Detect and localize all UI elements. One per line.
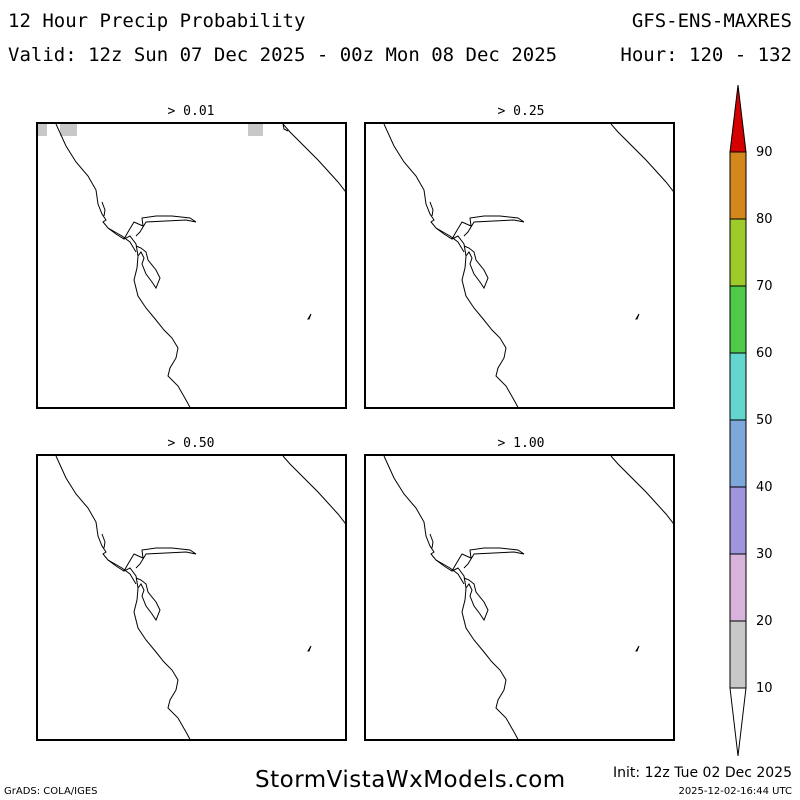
site-brand: StormVistaWxModels.com — [255, 767, 566, 793]
colorbar-segment — [729, 151, 747, 220]
colorbar-label: 80 — [756, 212, 773, 227]
panel-label-050: > 0.50 — [167, 436, 215, 451]
colorbar-label: 60 — [756, 346, 773, 361]
coastline-map — [383, 456, 673, 739]
panel-label-025: > 0.25 — [497, 104, 545, 119]
grads-credit: GrADS: COLA/IGES — [4, 786, 98, 797]
colorbar-top-triangle — [729, 84, 747, 153]
probability-cell — [248, 124, 263, 136]
probability-cell — [60, 124, 77, 136]
colorbar-label: 70 — [756, 279, 773, 294]
colorbar-segment — [729, 419, 747, 488]
render-timestamp: 2025-12-02-16:44 UTC — [678, 786, 792, 797]
colorbar-segment — [729, 352, 747, 421]
colorbar-label: 90 — [756, 145, 773, 160]
init-time: Init: 12z Tue 02 Dec 2025 — [613, 765, 792, 781]
valid-time: Valid: 12z Sun 07 Dec 2025 - 00z Mon 08 … — [8, 44, 558, 66]
colorbar — [729, 84, 747, 757]
panel-label-100: > 1.00 — [497, 436, 545, 451]
colorbar-segment — [729, 218, 747, 287]
colorbar-label: 10 — [756, 681, 773, 696]
map-title: 12 Hour Precip Probability — [8, 10, 306, 32]
coastline-map — [38, 124, 345, 407]
model-name: GFS-ENS-MAXRES — [631, 10, 792, 32]
colorbar-label: 40 — [756, 480, 773, 495]
colorbar-segment — [729, 620, 747, 689]
colorbar-label: 30 — [756, 547, 773, 562]
coastline-map — [55, 456, 345, 739]
map-panel-100 — [364, 454, 675, 741]
map-panel-050 — [36, 454, 347, 741]
colorbar-segment — [729, 553, 747, 622]
probability-cell — [38, 124, 47, 136]
panel-label-001: > 0.01 — [167, 104, 215, 119]
colorbar-label: 20 — [756, 614, 773, 629]
colorbar-label: 50 — [756, 413, 773, 428]
forecast-hour: Hour: 120 - 132 — [620, 44, 792, 66]
colorbar-bottom-triangle — [729, 687, 747, 757]
colorbar-segment — [729, 285, 747, 354]
map-panel-001 — [36, 122, 347, 409]
coastline-map — [383, 124, 673, 407]
colorbar-segment — [729, 486, 747, 555]
map-panel-025 — [364, 122, 675, 409]
colorbar-segments — [729, 84, 747, 757]
